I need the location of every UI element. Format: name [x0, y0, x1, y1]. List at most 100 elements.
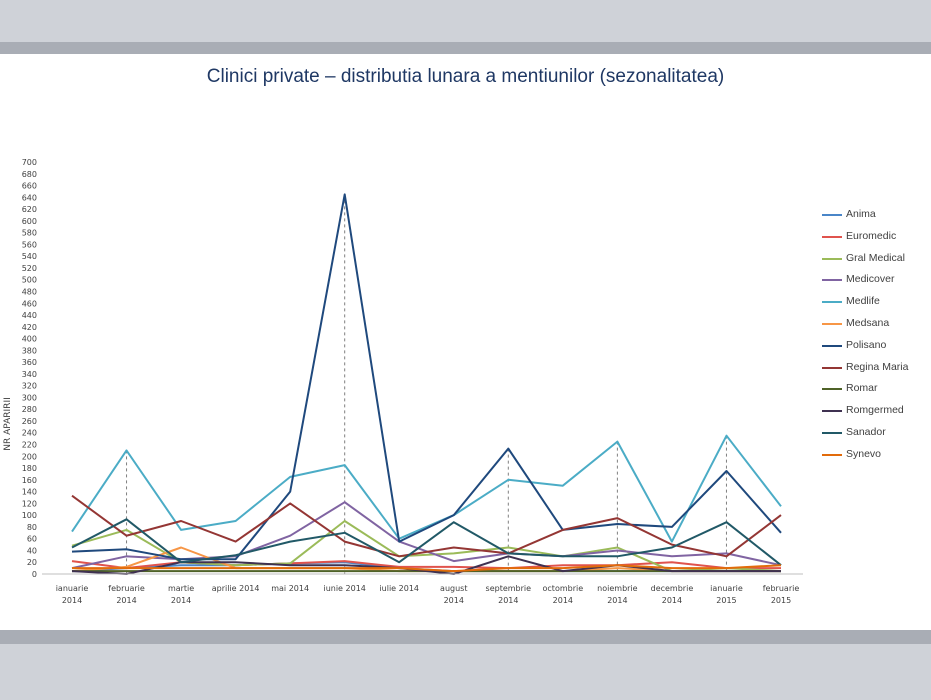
- x-tick-label: februarie: [108, 584, 145, 593]
- legend-swatch: [822, 322, 842, 325]
- bottom-band-line: [0, 630, 931, 644]
- legend-item: Regina Maria: [822, 360, 927, 382]
- x-tick-label: martie: [168, 584, 194, 593]
- x-tick-label: 2015: [771, 596, 791, 605]
- x-tick-label: ianuarie: [56, 584, 89, 593]
- legend-swatch: [822, 214, 842, 216]
- y-tick-label: 320: [22, 382, 37, 391]
- legend-item: Medlife: [822, 294, 927, 316]
- y-tick-label: 560: [22, 240, 37, 249]
- x-tick-label: august: [440, 584, 467, 593]
- x-tick-label: noiembrie: [597, 584, 637, 593]
- legend-item: Euromedic: [822, 229, 927, 251]
- legend-label: Romgermed: [846, 404, 904, 417]
- series-lines: [71, 193, 782, 575]
- y-tick-label: 580: [22, 229, 37, 238]
- bottom-band: [0, 644, 931, 700]
- y-tick-label: 480: [22, 287, 37, 296]
- x-tick-label: 2015: [716, 596, 736, 605]
- y-tick-label: 620: [22, 205, 37, 214]
- x-tick-label: septembrie: [486, 584, 532, 593]
- legend-item: Medicover: [822, 272, 927, 294]
- y-tick-label: 20: [27, 558, 37, 567]
- x-tick-label: 2014: [607, 596, 627, 605]
- chart-title: Clinici private – distributia lunara a m…: [206, 66, 725, 87]
- legend-item: Romar: [822, 381, 927, 403]
- y-tick-label: 400: [22, 335, 37, 344]
- legend-item: Synevo: [822, 447, 927, 469]
- legend-swatch: [822, 410, 842, 413]
- legend-label: Medlife: [846, 295, 880, 308]
- series-line-synevo: [72, 564, 782, 573]
- y-tick-label: 60: [27, 535, 37, 544]
- line-chart: 0 20 40 60 80 100 120 140 160 180 200 220 240 260 280 3…: [3, 158, 803, 605]
- legend-item: Anima: [822, 207, 927, 229]
- y-tick-label: 640: [22, 193, 37, 202]
- x-tick-label: 2014: [171, 596, 191, 605]
- y-tick-label: 40: [27, 546, 37, 555]
- legend-swatch: [822, 344, 842, 347]
- legend-label: Euromedic: [846, 229, 897, 242]
- y-tick-label: 380: [22, 346, 37, 355]
- x-tick-label: februarie: [763, 584, 800, 593]
- series-line-sanador: [71, 518, 782, 566]
- legend-item: Medsana: [822, 316, 927, 338]
- y-tick-label: 680: [22, 170, 37, 179]
- y-tick-label: 100: [22, 511, 37, 520]
- y-tick-label: 460: [22, 299, 37, 308]
- y-tick-label: 200: [22, 452, 37, 461]
- x-tick-label: mai 2014: [271, 584, 309, 593]
- y-tick-label: 220: [22, 441, 37, 450]
- y-tick-label: 440: [22, 311, 37, 320]
- x-tick-label: 2014: [116, 596, 136, 605]
- series-line-medlife: [71, 434, 782, 543]
- y-tick-label: 0: [32, 570, 37, 579]
- x-tick-label: iunie 2014: [323, 584, 365, 593]
- series-line-romgermed: [71, 555, 781, 575]
- y-tick-label: 420: [22, 323, 37, 332]
- legend: Anima Euromedic Gral Medical Medicover Medli…: [822, 207, 927, 469]
- legend-swatch: [822, 431, 842, 434]
- legend-swatch: [822, 257, 842, 260]
- slide-canvas: [0, 54, 931, 630]
- x-tick-label: iulie 2014: [379, 584, 419, 593]
- y-tick-label: 80: [27, 523, 37, 532]
- y-tick-label: 180: [22, 464, 37, 473]
- legend-swatch: [822, 388, 842, 391]
- y-tick-label: 660: [22, 182, 37, 191]
- y-tick-label: 280: [22, 405, 37, 414]
- y-tick-label: 140: [22, 488, 37, 497]
- y-tick-label: 340: [22, 370, 37, 379]
- x-tick-label: aprilie 2014: [212, 584, 260, 593]
- y-tick-label: 120: [22, 499, 37, 508]
- series-line-polisano: [71, 193, 782, 561]
- y-tick-label: 240: [22, 429, 37, 438]
- legend-label: Synevo: [846, 447, 882, 460]
- y-tick-label: 260: [22, 417, 37, 426]
- legend-swatch: [822, 235, 842, 238]
- legend-item: Gral Medical: [822, 251, 927, 273]
- top-band-line: [0, 42, 931, 54]
- y-tick-label: 360: [22, 358, 37, 367]
- dashed-guides: [126, 194, 727, 574]
- series-line-regina-maria: [71, 494, 782, 558]
- legend-label: Romar: [846, 382, 878, 395]
- legend-item: Sanador: [822, 425, 927, 447]
- legend-label: Polisano: [846, 338, 887, 351]
- x-tick-label: 2014: [498, 596, 518, 605]
- legend-label: Medicover: [846, 273, 895, 286]
- x-tick-label: 2014: [444, 596, 464, 605]
- legend-item: Romgermed: [822, 403, 927, 425]
- legend-swatch: [822, 301, 842, 304]
- legend-label: Anima: [846, 208, 876, 220]
- legend-item: Polisano: [822, 338, 927, 360]
- legend-label: Gral Medical: [846, 251, 905, 264]
- y-tick-label: 600: [22, 217, 37, 226]
- x-tick-label: 2014: [553, 596, 573, 605]
- y-tick-label: 300: [22, 393, 37, 402]
- legend-swatch: [822, 279, 842, 282]
- y-axis-label: NR APARIRII: [3, 397, 13, 450]
- y-tick-label: 700: [22, 158, 37, 167]
- legend-swatch: [822, 366, 842, 369]
- y-tick-label: 500: [22, 276, 37, 285]
